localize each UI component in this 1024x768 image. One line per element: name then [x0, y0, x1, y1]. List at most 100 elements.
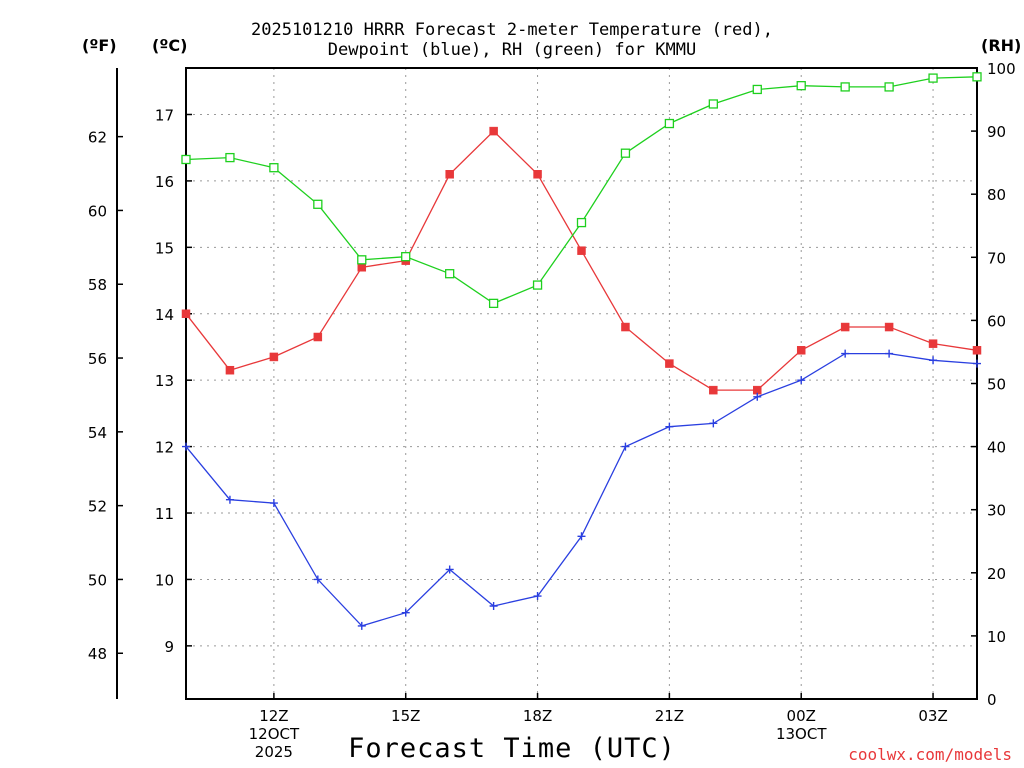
dewpoint-point: [577, 532, 586, 541]
chart-title-line-1: 2025101210 HRRR Forecast 2-meter Tempera…: [251, 20, 773, 40]
rh-point: [488, 298, 499, 309]
grid-lines: [186, 68, 977, 699]
rh-point: [884, 82, 894, 92]
chart-title-line-2: Dewpoint (blue), RH (green) for KMMU: [327, 40, 697, 60]
temperature-point: [972, 346, 982, 355]
celsius-tick-label: 13: [155, 372, 174, 390]
rh-point: [664, 118, 675, 129]
dewpoint-point: [401, 608, 410, 617]
celsius-tick-label: 11: [155, 505, 174, 523]
dewpoint-point: [313, 575, 322, 584]
rh-point: [401, 252, 411, 262]
dewpoint-point: [973, 359, 981, 368]
rh-point: [840, 82, 850, 92]
dewpoint-point: [885, 349, 894, 358]
rh-tick-label: 90: [987, 123, 1006, 141]
fahrenheit-tick-label: 58: [88, 276, 107, 294]
rh-point: [752, 84, 762, 95]
axes: 48 50 52 54 56 58 60 62 9 10 11 12 13 14 15 16 17 0 10 20 30…: [88, 60, 1016, 761]
x-tick-label: 18Z: [523, 707, 552, 725]
x-tick-label: 2025: [255, 743, 293, 761]
dewpoint-point: [753, 392, 762, 401]
temperature-point: [181, 309, 191, 319]
x-tick-label: 15Z: [391, 707, 420, 725]
rh-point: [532, 280, 543, 290]
temperature-point: [577, 246, 586, 255]
temperature-point: [796, 346, 806, 355]
x-axis-label: Forecast Time (UTC): [348, 733, 676, 764]
temperature-point: [621, 322, 630, 332]
rh-tick-label: 80: [987, 186, 1006, 204]
series-layer: [181, 72, 982, 630]
rh-tick-label: 50: [987, 376, 1006, 394]
rh-point: [928, 73, 938, 83]
dewpoint-point: [797, 376, 806, 385]
dewpoint-point: [445, 565, 454, 574]
temperature-point: [709, 385, 718, 395]
credit-link[interactable]: coolwx.com/models: [848, 745, 1012, 764]
temperature-point: [313, 332, 323, 342]
fahrenheit-tick-label: 54: [88, 424, 107, 442]
celsius-tick-label: 14: [155, 306, 174, 324]
dewpoint-point: [665, 422, 674, 431]
rh-point: [181, 154, 191, 165]
rh-point: [313, 199, 323, 209]
rh-point: [357, 255, 367, 265]
fahrenheit-tick-label: 62: [88, 129, 107, 147]
dewpoint-point: [709, 419, 718, 428]
dewpoint-point: [182, 442, 190, 451]
x-tick-label: 12OCT: [249, 725, 300, 743]
rh-unit-label: (RH): [981, 36, 1022, 55]
celsius-tick-label: 9: [164, 638, 174, 656]
temperature-point: [928, 339, 938, 348]
dewpoint-point: [225, 495, 234, 504]
celsius-tick-label: 15: [155, 239, 174, 257]
dewpoint-point: [533, 592, 542, 601]
rh-point: [576, 217, 587, 228]
fahrenheit-tick-label: 56: [88, 350, 107, 368]
rh-point: [620, 148, 631, 158]
dewpoint-point: [621, 442, 630, 451]
dewpoint-point: [841, 349, 850, 358]
dewpoint-point: [357, 621, 366, 630]
temperature-point: [840, 322, 850, 332]
temperature-point: [489, 126, 498, 136]
dewpoint-point: [929, 356, 938, 365]
temperature-point: [533, 170, 542, 179]
rh-line: [185, 76, 978, 305]
rh-tick-label: 20: [987, 565, 1006, 583]
rh-tick-label: 100: [987, 60, 1016, 78]
celsius-tick-label: 10: [155, 571, 174, 589]
temperature-point: [445, 170, 454, 179]
rh-point: [445, 269, 455, 279]
rh-point: [708, 99, 718, 109]
dewpoint-line: [185, 352, 978, 627]
rh-point: [972, 72, 982, 82]
celsius-unit-label: (ºC): [152, 36, 188, 55]
fahrenheit-tick-label: 50: [88, 571, 107, 589]
x-tick-label: 03Z: [918, 707, 947, 725]
x-tick-label: 13OCT: [776, 725, 827, 743]
rh-tick-label: 70: [987, 249, 1006, 267]
temperature-point: [225, 365, 235, 375]
rh-tick-label: 60: [987, 312, 1006, 330]
temperature-point: [665, 359, 674, 368]
temperature-point: [884, 322, 894, 332]
plot-frame: [185, 67, 978, 700]
temperature-line: [185, 130, 978, 391]
fahrenheit-tick-label: 48: [88, 645, 107, 663]
rh-point: [269, 163, 279, 173]
celsius-tick-label: 12: [155, 439, 174, 457]
fahrenheit-tick-label: 52: [88, 498, 107, 516]
x-tick-label: 12Z: [259, 707, 288, 725]
rh-tick-label: 30: [987, 502, 1006, 520]
rh-point: [225, 152, 235, 163]
fahrenheit-tick-label: 60: [88, 202, 107, 220]
fahrenheit-unit-label: (ºF): [82, 36, 117, 55]
rh-point: [796, 81, 806, 91]
x-tick-label: 21Z: [655, 707, 684, 725]
temperature-point: [269, 352, 279, 362]
dewpoint-point: [269, 499, 278, 508]
rh-tick-label: 10: [987, 628, 1006, 646]
